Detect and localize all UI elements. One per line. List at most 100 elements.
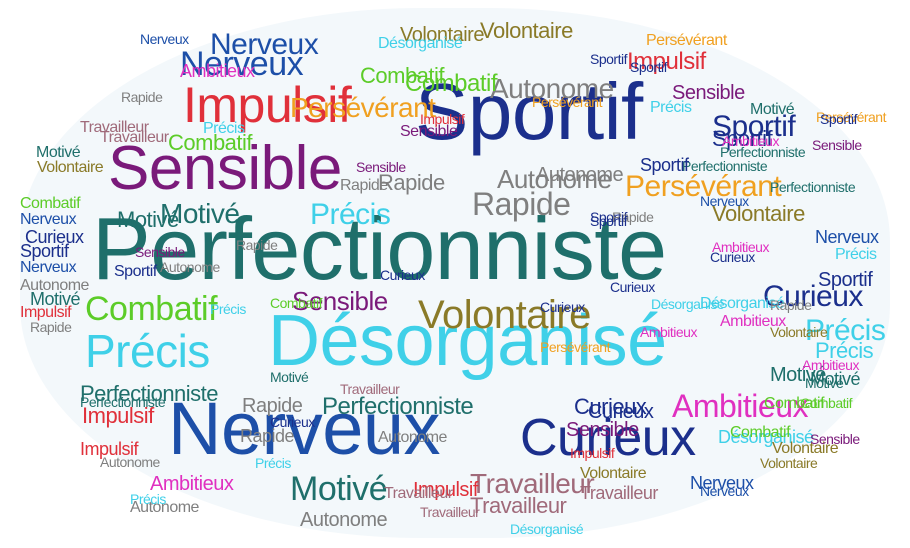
cloud-word: Perfectionniste <box>770 179 856 195</box>
cloud-word: Curieux <box>610 279 655 295</box>
cloud-word: Curieux <box>380 267 425 283</box>
cloud-word: Travailleur <box>580 483 658 503</box>
cloud-word: Curieux <box>25 227 84 247</box>
cloud-word: Combatif <box>270 295 323 311</box>
cloud-word: Persévérant <box>540 339 610 355</box>
cloud-word: Combatif <box>800 395 853 411</box>
cloud-word: Autonome <box>490 73 614 104</box>
cloud-word: Sensible <box>812 137 862 153</box>
cloud-word: Précis <box>203 120 245 137</box>
cloud-word: Rapide <box>472 186 571 222</box>
cloud-word: Désorganisé <box>700 295 785 312</box>
cloud-word: Impulsif <box>413 479 478 501</box>
cloud-word: Persévérant <box>532 94 602 110</box>
cloud-word: Ambitieux <box>150 473 234 495</box>
cloud-word: Persévérant <box>290 92 436 123</box>
cloud-word: Curieux <box>540 299 585 315</box>
cloud-word: Travailleur <box>340 381 400 397</box>
cloud-word: Autonome <box>20 277 89 294</box>
cloud-word: Sportif <box>20 241 69 261</box>
cloud-word: Motivé <box>36 144 81 161</box>
cloud-word: Impulsif <box>82 403 154 428</box>
cloud-word: Motivé <box>270 369 309 385</box>
cloud-word: Perfectionniste <box>720 144 806 160</box>
cloud-word: Volontaire <box>580 465 647 482</box>
cloud-word: Sportif <box>630 59 667 75</box>
cloud-word: Combatif <box>20 195 81 212</box>
cloud-word: Sportif <box>640 155 689 175</box>
cloud-word: Précis <box>85 325 210 377</box>
cloud-word: Curieux <box>270 414 315 430</box>
cloud-word: Nerveux <box>210 28 319 61</box>
cloud-word: Impulsif <box>420 111 465 127</box>
cloud-word: Ambitieux <box>720 313 786 330</box>
cloud-word: Impulsif <box>570 445 615 461</box>
cloud-word: Volontaire <box>760 455 818 471</box>
cloud-word: Volontaire <box>37 159 104 176</box>
cloud-word: Sensible <box>356 159 406 175</box>
cloud-background <box>20 8 890 538</box>
cloud-word: Désorganisé <box>718 427 814 447</box>
cloud-word: Ambitieux <box>712 239 769 255</box>
cloud-word: Nerveux <box>20 259 77 276</box>
cloud-word: Autonome <box>497 164 612 194</box>
cloud-word: Autonome <box>160 259 220 275</box>
cloud-word: Volontaire <box>770 324 828 340</box>
cloud-word: Rapide <box>236 237 278 253</box>
cloud-word: Travailleur <box>384 485 453 502</box>
cloud-word: Précis <box>130 491 166 507</box>
cloud-word: Sportif <box>114 263 157 280</box>
cloud-word: Désorganisé <box>651 296 725 312</box>
cloud-word: Motivé <box>290 470 388 508</box>
cloud-word: Impulsif <box>80 439 139 459</box>
cloud-word: Sportif <box>590 51 627 67</box>
cloud-word: Impulsif <box>20 304 72 321</box>
cloud-word: Combatif <box>405 70 498 97</box>
cloud-word: Rapide <box>770 297 812 313</box>
cloud-word: Perfectionniste <box>92 199 667 298</box>
cloud-word: Désorganisé <box>268 301 667 381</box>
cloud-word: Volontaire <box>712 201 805 226</box>
cloud-word: Curieux <box>574 394 647 419</box>
cloud-word: Volontaire <box>772 440 839 457</box>
cloud-word: Précis <box>255 455 291 471</box>
cloud-word: Travailleur <box>470 493 567 518</box>
cloud-word: Précis <box>815 338 874 363</box>
cloud-word: Perfectionniste <box>80 381 219 406</box>
cloud-word: Motivé <box>160 198 240 229</box>
cloud-word: Persévérant <box>816 109 886 125</box>
cloud-word: Nerveux <box>180 45 304 83</box>
cloud-word: Motivé <box>117 207 179 232</box>
cloud-word: Curieux <box>710 249 755 265</box>
cloud-word: Sensible <box>135 244 185 260</box>
cloud-word: Ambitieux <box>180 61 255 81</box>
cloud-word: Nerveux <box>690 473 754 493</box>
cloud-word: Autonome <box>378 429 447 446</box>
cloud-word: Perfectionniste <box>80 394 166 410</box>
cloud-word: Rapide <box>378 170 445 195</box>
cloud-word: Ambitieux <box>672 388 809 424</box>
cloud-word: Curieux <box>763 280 863 313</box>
cloud-word: Volontaire <box>400 24 484 46</box>
cloud-word: Ambitieux <box>722 133 779 149</box>
cloud-word: Sensible <box>672 82 745 104</box>
cloud-word: Autonome <box>130 499 199 516</box>
cloud-word: Sportif <box>712 126 773 151</box>
cloud-word: Sportif <box>590 209 627 225</box>
cloud-word: Rapide <box>30 319 72 335</box>
cloud-word: Autonome <box>536 164 624 186</box>
cloud-word: Impulsif <box>183 77 352 133</box>
cloud-word: Sportif <box>818 269 873 291</box>
cloud-word: Sportif <box>820 111 857 127</box>
cloud-word: Précis <box>650 99 692 116</box>
cloud-word: Perfectionniste <box>682 158 768 174</box>
cloud-word: Sportif <box>712 110 796 143</box>
cloud-word: Rapide <box>242 395 303 417</box>
cloud-word: Désorganisé <box>378 35 463 52</box>
cloud-word: Autonome <box>300 509 388 531</box>
cloud-word: Nerveux <box>168 387 441 470</box>
cloud-word: Nerveux <box>700 193 749 209</box>
cloud-word: Sensible <box>108 134 342 203</box>
cloud-word: Combatif <box>730 424 791 441</box>
